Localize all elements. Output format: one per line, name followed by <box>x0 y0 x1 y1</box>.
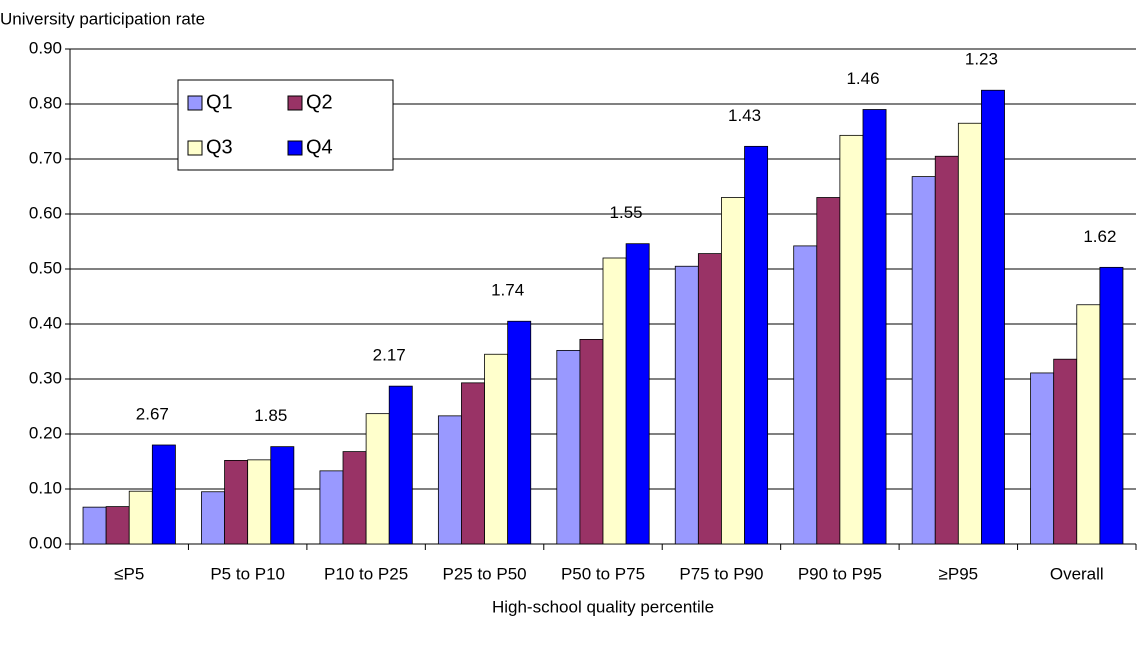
annotation: 1.46 <box>846 69 879 88</box>
bar <box>365 413 390 545</box>
x-tick-label: P75 to P90 <box>679 564 763 583</box>
y-tick-label: 0.50 <box>29 258 62 277</box>
annotation: 2.67 <box>136 404 169 423</box>
annotation: 1.74 <box>491 281 524 300</box>
y-tick-label: 0.20 <box>29 423 62 442</box>
bar <box>224 459 249 545</box>
bar <box>1053 358 1078 545</box>
annotation: 2.17 <box>373 346 406 365</box>
bar <box>816 197 841 545</box>
bar <box>461 382 485 545</box>
bar <box>602 257 627 545</box>
annotation: 1.55 <box>610 203 643 222</box>
bar <box>247 459 272 545</box>
annotation: 1.85 <box>254 406 287 425</box>
x-tick-label: P50 to P75 <box>561 564 645 583</box>
legend-box <box>177 79 394 171</box>
legend-label: Q3 <box>206 136 233 158</box>
bar <box>625 243 650 545</box>
y-tick-label: 0.00 <box>29 533 62 552</box>
bar <box>911 176 936 545</box>
legend-label: Q4 <box>306 136 333 158</box>
legend-swatch <box>187 140 203 156</box>
bar <box>1076 304 1101 545</box>
bar <box>82 506 107 545</box>
bar <box>105 506 130 545</box>
y-tick-label: 0.40 <box>29 313 62 332</box>
bar <box>697 253 722 545</box>
bar <box>981 89 1005 545</box>
y-tick-label: 0.60 <box>29 203 62 222</box>
y-tick-label: 0.10 <box>29 478 62 497</box>
bar <box>201 491 225 545</box>
y-tick-label: 0.90 <box>29 38 62 57</box>
legend-label: Q1 <box>206 91 233 113</box>
bar <box>744 145 769 545</box>
bar <box>579 338 604 545</box>
legend-label: Q2 <box>306 91 333 113</box>
bar <box>1099 266 1124 545</box>
annotation: 1.23 <box>965 50 998 69</box>
bar <box>484 353 509 545</box>
bar <box>507 320 532 545</box>
y-tick-label: 0.30 <box>29 368 62 387</box>
y-axis-title: University participation rate <box>0 9 205 28</box>
bar <box>793 245 818 545</box>
legend-swatch <box>287 140 303 156</box>
x-tick-label: P5 to P10 <box>210 564 285 583</box>
bar <box>319 470 344 545</box>
bar <box>437 415 462 545</box>
bar <box>128 490 153 545</box>
x-tick-label: P10 to P25 <box>324 564 408 583</box>
x-tick-label: ≥P95 <box>939 564 979 583</box>
x-tick-label: ≤P5 <box>114 564 144 583</box>
bar <box>721 197 745 545</box>
bar <box>556 349 581 545</box>
bar <box>839 134 864 545</box>
bar <box>1030 372 1055 545</box>
legend-swatch <box>287 95 303 111</box>
annotation: 1.43 <box>728 106 761 125</box>
bar <box>674 265 699 545</box>
bar <box>934 155 959 545</box>
annotation: 1.62 <box>1083 227 1116 246</box>
bar <box>862 109 887 545</box>
bar <box>151 444 176 545</box>
bar <box>388 385 413 545</box>
x-tick-label: P25 to P50 <box>442 564 526 583</box>
y-tick-label: 0.80 <box>29 93 62 112</box>
bar <box>957 122 982 545</box>
y-tick-label: 0.70 <box>29 148 62 167</box>
x-axis-title: High-school quality percentile <box>492 597 714 616</box>
bar <box>342 451 367 545</box>
x-tick-label: P90 to P95 <box>798 564 882 583</box>
legend-swatch <box>187 95 203 111</box>
x-tick-label: Overall <box>1050 564 1104 583</box>
bar <box>270 446 295 545</box>
